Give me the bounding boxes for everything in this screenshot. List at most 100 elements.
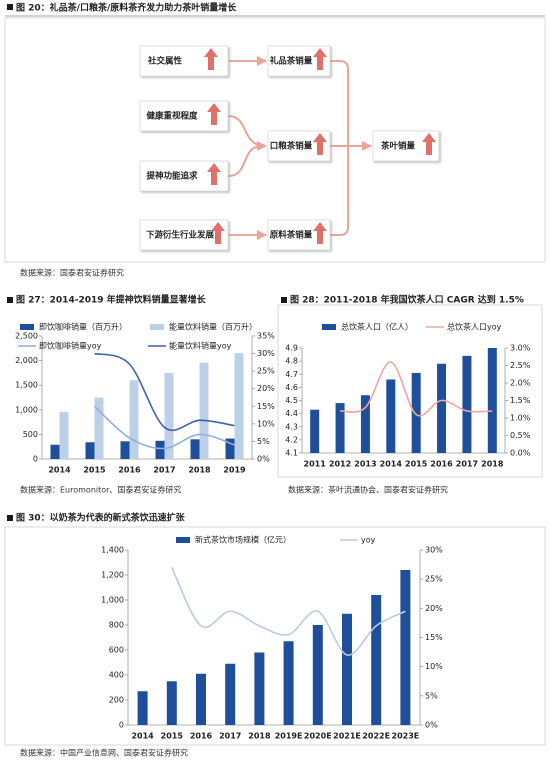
x-tick-label: 2014 [380,460,403,469]
x-tick-label: 2023E [392,732,420,741]
figure-title: 图 27：2014-2019 年提神饮料销量显著增长 [16,294,207,306]
x-tick-label: 2011 [304,460,327,469]
bar [85,442,95,459]
bar [335,403,345,453]
bar [120,441,130,459]
y2-tick-label: 1.5% [510,396,531,405]
figure-title: 图 30：以奶茶为代表的新式茶饮迅速扩张 [16,512,186,524]
bar [166,681,177,725]
y-tick-label: 600 [109,646,124,655]
line-series [171,567,406,656]
legend-swatch [322,324,336,330]
bar [50,444,60,459]
legend-label: 即饮咖啡销量yoy [39,341,102,351]
title-marker [7,297,13,303]
y2-tick-label: 25% [425,575,443,584]
title-marker [7,4,13,10]
bar [155,440,165,459]
x-tick-label: 2015 [405,460,428,469]
y-tick-label: 1,200 [101,571,124,580]
x-tick-label: 2017 [219,732,241,741]
bar [371,595,382,725]
y-tick-label: 2,000 [15,356,38,365]
y-tick-label: 1,400 [101,546,124,555]
y-tick-label: 4.9 [285,344,298,353]
bar [411,372,421,453]
y2-tick-label: 0% [257,455,270,464]
y2-tick-label: 5% [257,437,270,446]
x-tick-label: 2012 [329,460,351,469]
y2-tick-label: 10% [425,662,443,671]
node-box: 下游衍生行业发展 [139,219,229,251]
y2-tick-label: 2.5% [510,361,531,370]
x-tick-label: 2015 [83,466,106,475]
y2-tick-label: 0% [425,721,438,730]
bar [283,641,294,725]
y2-tick-label: 35% [257,332,275,341]
node-label: 健康重视程度 [146,111,198,122]
x-tick-label: 2013 [354,460,376,469]
bar [225,663,236,725]
x-tick-label: 2014 [48,466,71,475]
y-tick-label: 4.5 [285,396,298,405]
title-marker [7,515,13,521]
x-tick-label: 2021E [333,732,361,741]
y-tick-label: 4.4 [285,409,298,418]
y2-tick-label: 30% [257,349,275,358]
y2-tick-label: 5% [425,691,438,700]
y-tick-label: 0 [119,721,124,730]
bar [360,395,370,453]
title-marker [281,297,287,303]
bar [59,411,69,459]
y-tick-label: 2,500 [15,332,38,341]
y2-tick-label: 3.0% [510,344,531,353]
figure-frame [277,304,543,478]
node-label: 口粮茶销量 [270,141,313,152]
bar [312,625,323,725]
source-note: 数据来源：中国产业信息网、国泰君安证券研究 [20,748,188,758]
y-tick-label: 0 [33,455,38,464]
x-tick-label: 2017 [153,466,175,475]
figure-frame [4,526,546,746]
x-tick-label: 2016 [430,460,453,469]
x-tick-label: 2018 [481,460,504,469]
bar [386,379,396,453]
x-tick-label: 2022E [362,732,390,741]
y2-tick-label: 20% [425,604,443,613]
x-tick-label: 2019E [275,732,303,741]
legend-label: yoy [361,536,376,545]
line-series [93,405,235,450]
y-tick-label: 1,000 [101,596,124,605]
line-series [94,352,235,432]
y-tick-label: 4.2 [285,435,298,444]
node-box: 健康重视程度 [139,100,229,132]
node-label: 原料茶销量 [270,230,313,241]
bar [254,652,265,725]
bar [190,439,200,459]
legend-label: 总饮茶人口yoy [447,322,502,332]
y-tick-label: 200 [109,696,124,705]
y-tick-label: 1,500 [15,381,38,390]
bar [342,613,352,725]
x-tick-label: 2016 [190,732,213,741]
y2-tick-label: 15% [425,633,443,642]
connectors [227,56,372,240]
line-series [339,361,493,417]
legend-label: 新式茶饮市场规模（亿元） [195,535,291,545]
x-tick-label: 2017 [456,460,478,469]
bar [199,362,209,459]
node-box: 礼品茶销量 [267,45,331,77]
node-label: 下游衍生行业发展 [146,230,215,241]
node-box: 原料茶销量 [267,219,331,251]
y-tick-label: 4.8 [285,357,298,366]
figure-title: 图 28：2011-2018 年我国饮茶人口 CAGR 达到 1.5% [290,294,524,306]
y2-tick-label: 10% [257,419,275,428]
y-tick-label: 800 [109,621,124,630]
legend-label: 即饮咖啡销量（百万升） [39,322,127,332]
bar [310,409,320,453]
node-label: 茶叶销量 [380,141,416,152]
y2-tick-label: 25% [257,367,275,376]
source-note: 数据来源：茶叶流通协会、国泰君安证券研究 [288,485,448,495]
y-tick-label: 4.1 [285,449,298,458]
